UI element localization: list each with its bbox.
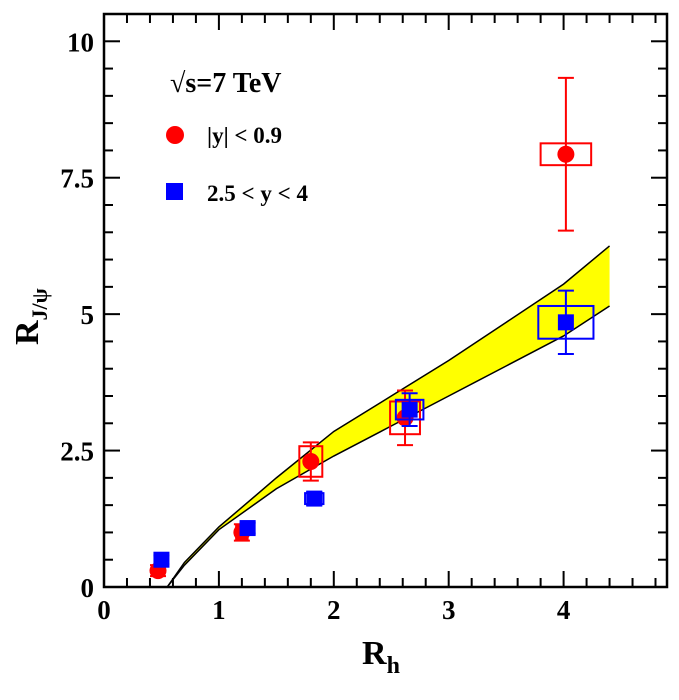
y-tick-label: 10 bbox=[67, 27, 94, 57]
data-layer bbox=[149, 76, 595, 580]
data-point bbox=[306, 490, 323, 507]
y-tick-label: 2.5 bbox=[60, 437, 94, 467]
model-band-upper-edge bbox=[166, 245, 611, 588]
x-tick-label: 1 bbox=[212, 595, 226, 625]
x-tick-label: 0 bbox=[97, 595, 111, 625]
series-0 bbox=[149, 76, 593, 580]
legend-label-forward: 2.5 < y < 4 bbox=[207, 181, 308, 206]
legend-label-central: |y| < 0.9 bbox=[207, 123, 282, 148]
legend-marker-red-circle bbox=[166, 126, 184, 144]
energy-label: √s=7 TeV bbox=[170, 68, 281, 99]
data-point bbox=[153, 551, 170, 568]
data-point bbox=[239, 520, 256, 537]
y-tick-label: 7.5 bbox=[60, 164, 94, 194]
x-tick-label: 3 bbox=[442, 595, 456, 625]
data-point bbox=[557, 314, 574, 331]
y-axis-title: RJ/ψ bbox=[9, 288, 52, 345]
data-point bbox=[401, 401, 418, 418]
legend: |y| < 0.9 2.5 < y < 4 bbox=[166, 123, 308, 206]
x-tick-label: 2 bbox=[327, 595, 341, 625]
y-tick-label: 5 bbox=[81, 300, 95, 330]
model-band bbox=[167, 245, 610, 587]
x-axis-title-main: R bbox=[362, 635, 387, 672]
data-point bbox=[557, 145, 575, 163]
model-band-layer bbox=[166, 245, 611, 588]
model-band-lower-edge bbox=[166, 305, 610, 588]
x-axis-title: Rh bbox=[362, 635, 400, 679]
y-tick-label: 0 bbox=[81, 573, 95, 603]
x-axis-title-sub: h bbox=[387, 653, 400, 679]
y-axis-title-main: R bbox=[9, 320, 46, 345]
series-1 bbox=[153, 289, 595, 568]
x-tick-label: 4 bbox=[557, 595, 571, 625]
legend-marker-blue-square bbox=[166, 183, 183, 200]
plot-frame bbox=[102, 12, 669, 589]
tick-labels: 0 1 2 3 4 0 2.5 5 7.5 10 bbox=[60, 27, 570, 625]
axis-ticks bbox=[103, 13, 667, 588]
y-axis-title-sub: J/ψ bbox=[27, 288, 52, 320]
data-point bbox=[302, 452, 320, 470]
